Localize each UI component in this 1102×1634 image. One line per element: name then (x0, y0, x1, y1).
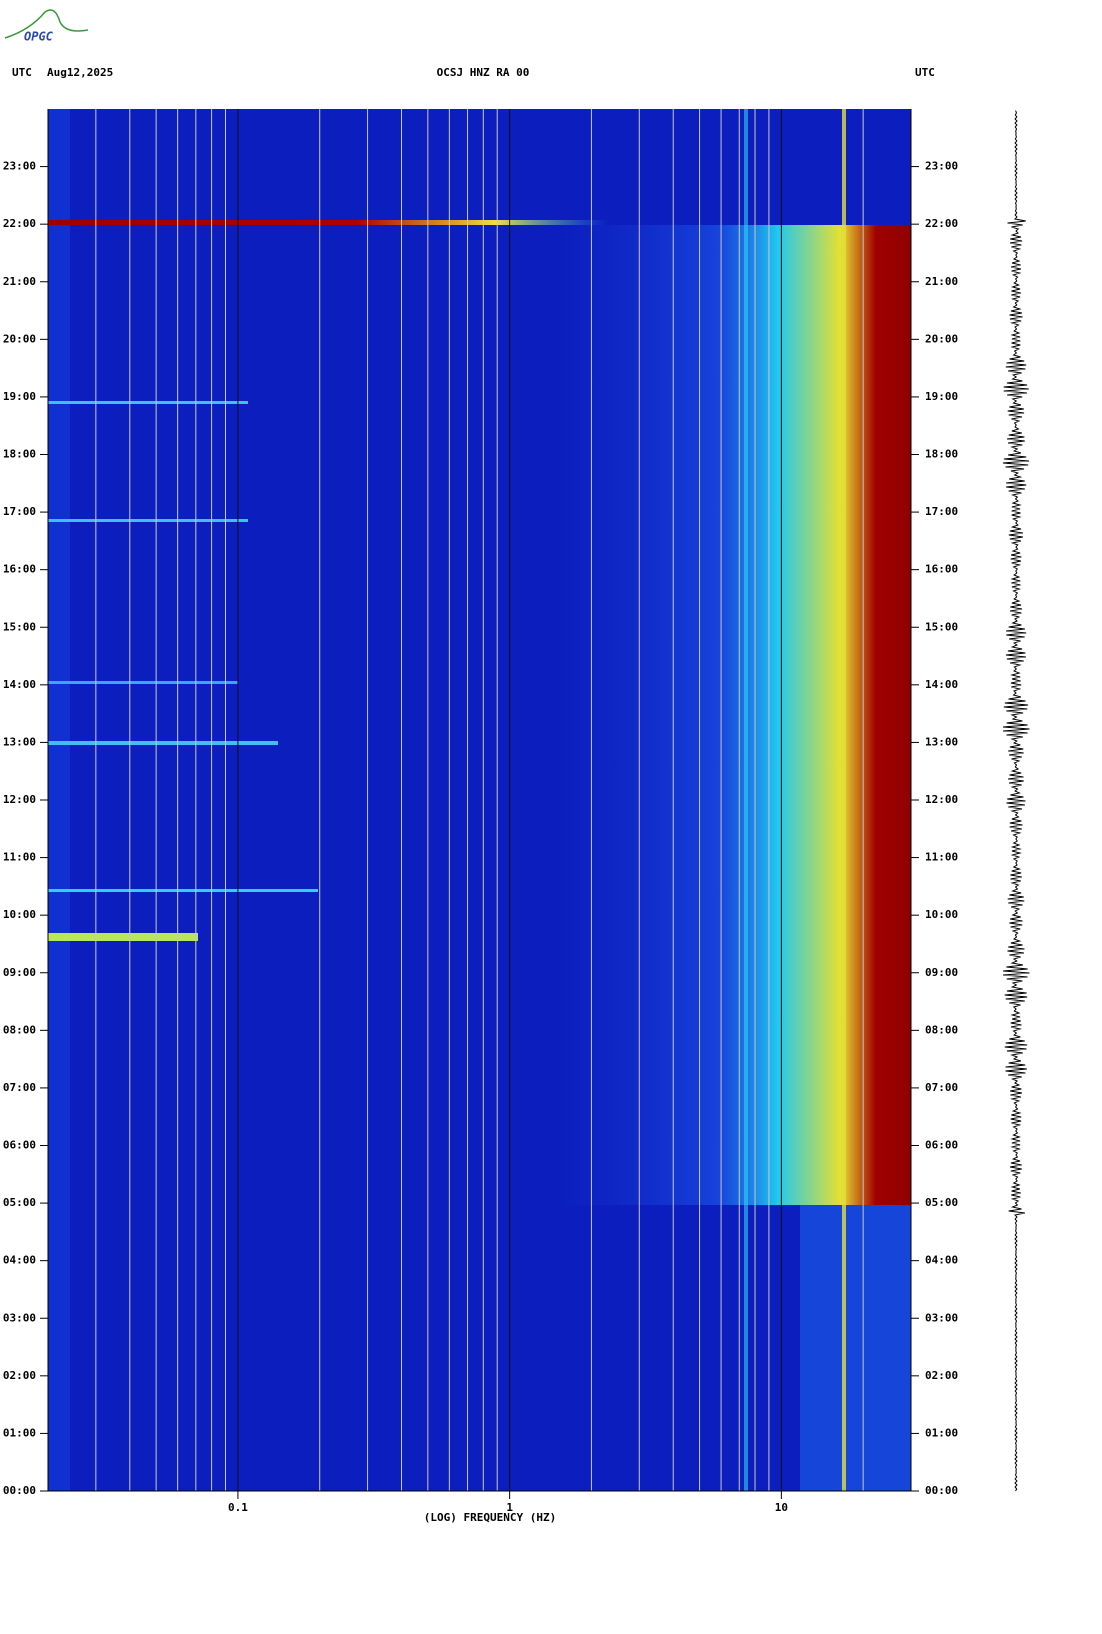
y-tick-label-right: 08:00 (925, 1023, 958, 1036)
y-tick-label-left: 04:00 (3, 1254, 36, 1267)
header-left: UTC (12, 66, 32, 79)
spectrogram (48, 109, 911, 1491)
y-tick-label-right: 11:00 (925, 851, 958, 864)
y-tick-label-left: 15:00 (3, 620, 36, 633)
y-tick-label-right: 04:00 (925, 1254, 958, 1267)
y-tick-label-right: 14:00 (925, 678, 958, 691)
y-tick-label-left: 13:00 (3, 735, 36, 748)
y-tick-label-right: 02:00 (925, 1369, 958, 1382)
y-tick-label-right: 03:00 (925, 1311, 958, 1324)
y-tick-label-left: 20:00 (3, 332, 36, 345)
y-tick-label-right: 16:00 (925, 563, 958, 576)
y-tick-label-left: 23:00 (3, 160, 36, 173)
y-tick-label-right: 10:00 (925, 908, 958, 921)
y-tick-label-right: 23:00 (925, 160, 958, 173)
x-tick-label: 10 (775, 1501, 788, 1514)
header-date: Aug12,2025 (47, 66, 113, 79)
y-tick-label-left: 03:00 (3, 1311, 36, 1324)
y-tick-label-left: 09:00 (3, 966, 36, 979)
y-tick-label-left: 18:00 (3, 448, 36, 461)
x-axis-label: (LOG) FREQUENCY (HZ) (424, 1511, 556, 1524)
y-tick-label-right: 06:00 (925, 1139, 958, 1152)
logo-text: OPGC (24, 30, 54, 44)
seismogram (1002, 110, 1030, 1492)
y-tick-label-right: 22:00 (925, 217, 958, 230)
y-tick-label-left: 17:00 (3, 505, 36, 518)
y-tick-label-left: 22:00 (3, 217, 36, 230)
y-tick-label-left: 01:00 (3, 1426, 36, 1439)
y-tick-label-left: 00:00 (3, 1484, 36, 1497)
y-tick-label-left: 05:00 (3, 1196, 36, 1209)
y-tick-label-right: 00:00 (925, 1484, 958, 1497)
y-tick-label-right: 05:00 (925, 1196, 958, 1209)
y-tick-label-left: 11:00 (3, 851, 36, 864)
y-tick-label-right: 18:00 (925, 448, 958, 461)
y-tick-label-right: 12:00 (925, 793, 958, 806)
y-tick-label-left: 12:00 (3, 793, 36, 806)
y-tick-label-right: 19:00 (925, 390, 958, 403)
y-tick-label-right: 01:00 (925, 1426, 958, 1439)
y-tick-label-left: 08:00 (3, 1023, 36, 1036)
y-tick-label-left: 19:00 (3, 390, 36, 403)
y-tick-label-right: 13:00 (925, 735, 958, 748)
y-tick-label-left: 14:00 (3, 678, 36, 691)
x-tick-label: 1 (506, 1501, 513, 1514)
y-tick-label-right: 09:00 (925, 966, 958, 979)
y-tick-label-right: 20:00 (925, 332, 958, 345)
y-tick-label-right: 15:00 (925, 620, 958, 633)
y-tick-label-right: 17:00 (925, 505, 958, 518)
y-tick-label-right: 21:00 (925, 275, 958, 288)
y-tick-label-left: 06:00 (3, 1139, 36, 1152)
y-tick-label-left: 07:00 (3, 1081, 36, 1094)
y-tick-label-left: 16:00 (3, 563, 36, 576)
y-tick-label-left: 10:00 (3, 908, 36, 921)
y-tick-label-left: 21:00 (3, 275, 36, 288)
header-right: UTC (915, 66, 935, 79)
seismogram-trace (1002, 110, 1030, 1492)
header-station: OCSJ HNZ RA 00 (437, 66, 530, 79)
x-tick-label: 0.1 (228, 1501, 248, 1514)
logo: OPGC (4, 9, 89, 44)
y-tick-label-right: 07:00 (925, 1081, 958, 1094)
y-tick-label-left: 02:00 (3, 1369, 36, 1382)
